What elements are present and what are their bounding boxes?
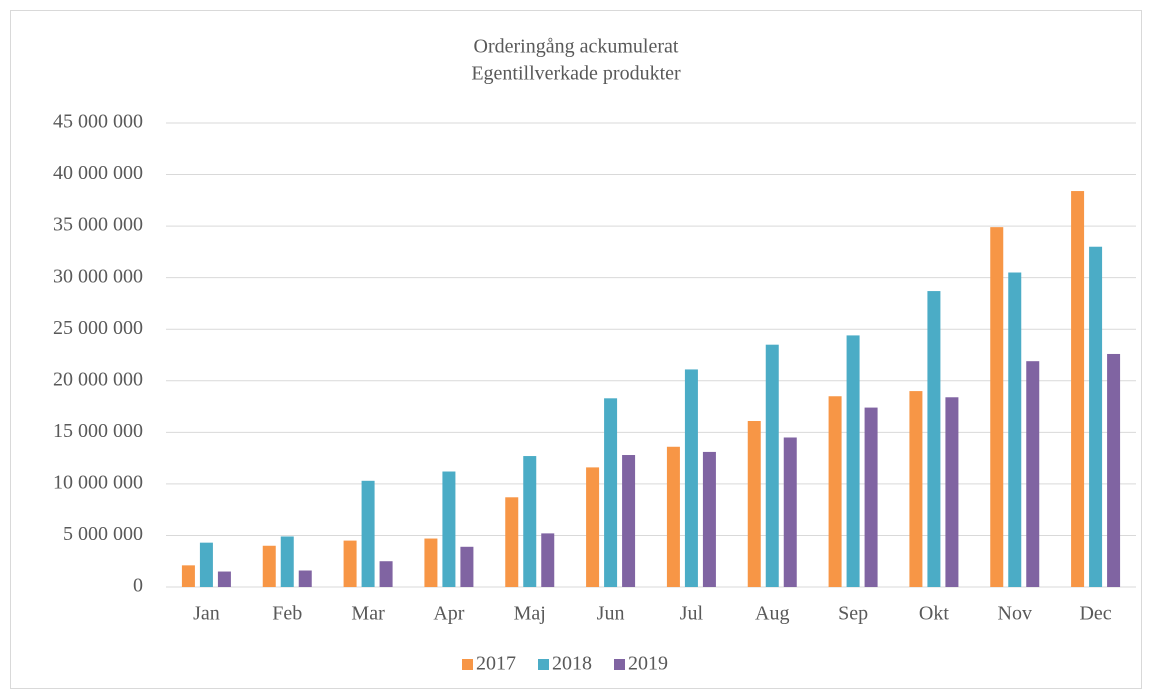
x-tick-label: Nov: [998, 603, 1032, 625]
bar: [262, 545, 276, 587]
bar: [622, 455, 636, 587]
bar: [298, 570, 312, 587]
y-tick-label: 35 000 000: [53, 214, 143, 236]
legend-label: 2019: [628, 653, 668, 675]
y-tick-label: 10 000 000: [53, 471, 143, 493]
legend-label: 2017: [476, 653, 516, 675]
bar: [181, 565, 195, 587]
legend-label: 2018: [552, 653, 592, 675]
chart-title: Orderingång ackumulerat: [474, 36, 679, 58]
y-tick-label: 5 000 000: [63, 523, 143, 545]
y-tick-label: 20 000 000: [53, 368, 143, 390]
x-tick-label: Feb: [272, 603, 302, 625]
x-tick-label: Jan: [193, 603, 220, 625]
bar: [523, 456, 537, 587]
y-tick-label: 30 000 000: [53, 265, 143, 287]
y-tick-label: 45 000 000: [53, 111, 143, 133]
bar: [586, 467, 600, 587]
bar: [505, 497, 519, 587]
bar: [541, 533, 555, 587]
bar: [343, 540, 357, 587]
bar: [442, 471, 456, 587]
bar: [927, 291, 941, 587]
bar: [1026, 361, 1040, 587]
x-tick-label: Maj: [514, 603, 546, 625]
bar: [990, 227, 1004, 588]
bar: [864, 407, 878, 587]
bar: [909, 391, 923, 587]
bar: [460, 546, 474, 587]
bar: [361, 480, 375, 587]
bar: [280, 536, 294, 587]
x-tick-label: Jun: [597, 603, 625, 625]
legend-swatch: [462, 659, 473, 670]
bar: [765, 344, 779, 587]
bar: [666, 446, 680, 587]
x-tick-label: Apr: [433, 603, 464, 625]
bar: [604, 398, 618, 587]
bar: [828, 396, 842, 587]
bar: [379, 561, 393, 587]
x-tick-label: Okt: [919, 603, 949, 625]
x-tick-label: Aug: [755, 603, 789, 625]
x-tick-label: Mar: [351, 603, 385, 625]
y-tick-label: 25 000 000: [53, 317, 143, 339]
bar: [199, 542, 213, 587]
bar: [1071, 191, 1085, 587]
legend-swatch: [614, 659, 625, 670]
x-tick-label: Sep: [838, 603, 868, 625]
y-tick-label: 0: [133, 575, 143, 597]
bar: [1107, 353, 1121, 587]
bar: [846, 335, 860, 587]
bar: [684, 369, 698, 587]
bar: [217, 571, 231, 587]
x-tick-label: Dec: [1079, 603, 1111, 625]
y-tick-label: 15 000 000: [53, 420, 143, 442]
bar: [702, 451, 716, 587]
chart-subtitle: Egentillverkade produkter: [471, 63, 681, 85]
bar: [945, 397, 959, 587]
bar: [1008, 272, 1022, 587]
legend-swatch: [538, 659, 549, 670]
bar: [424, 538, 438, 587]
bar: [783, 437, 797, 587]
bar: [747, 420, 761, 587]
y-tick-label: 40 000 000: [53, 162, 143, 184]
bar: [1089, 246, 1103, 587]
x-tick-label: Jul: [680, 603, 704, 625]
